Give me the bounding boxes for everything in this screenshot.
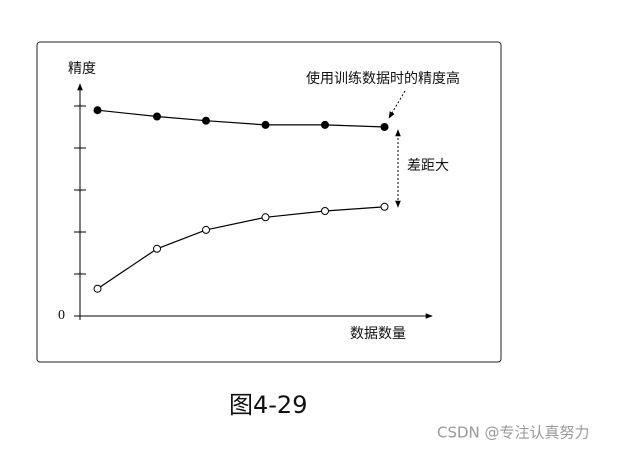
point (261, 120, 270, 129)
point (261, 213, 270, 222)
annotation-arrow (388, 90, 406, 119)
point (202, 116, 210, 125)
series-line (97, 206, 385, 290)
point (380, 202, 389, 211)
x-label: 数据数量 (350, 326, 406, 342)
point (153, 244, 161, 253)
series-line (97, 109, 385, 128)
point (93, 106, 102, 115)
point (321, 207, 329, 215)
frame (36, 41, 502, 363)
caption: 图4-29 (229, 391, 307, 419)
annotation: 差距大 (407, 158, 449, 174)
point (93, 284, 102, 293)
annotation: 使用训练数据时的精度高 (306, 70, 460, 87)
point (321, 120, 329, 129)
watermark: CSDN @专注认真努力 (437, 424, 590, 442)
point (202, 225, 210, 234)
y-label: 精度 (68, 61, 96, 77)
point (380, 123, 389, 131)
y-tick-label: 0 (58, 308, 65, 323)
point (153, 112, 161, 121)
